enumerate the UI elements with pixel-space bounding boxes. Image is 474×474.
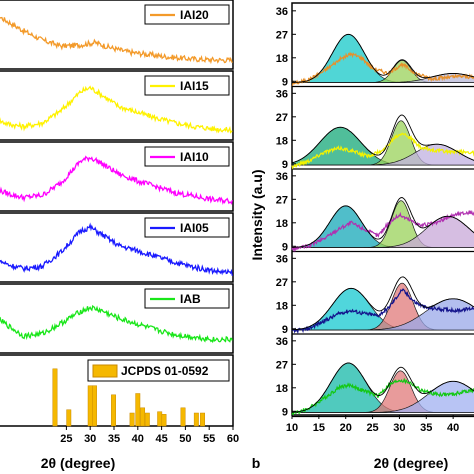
reference-bar <box>161 414 167 427</box>
reference-bar <box>92 385 97 427</box>
y-tick-label: 9 <box>282 76 288 88</box>
legend-box <box>144 4 230 25</box>
panel-a-box-iai10: IAI10 <box>0 141 234 212</box>
xrd-pattern-line <box>0 222 233 276</box>
measured-pattern-line <box>291 377 474 416</box>
panel-b-frame <box>291 2 474 416</box>
y-tick-label: 9 <box>282 324 288 336</box>
panel-a-box-reference: JCPDS 01-0592 <box>0 354 234 427</box>
legend-label: IAI10 <box>180 150 209 164</box>
x-tick-label: 30 <box>393 422 405 434</box>
x-tick-label: 45 <box>155 433 167 445</box>
measured-pattern-line <box>291 51 474 86</box>
y-tick-label: 36 <box>276 336 288 348</box>
x-tick-label: 40 <box>447 422 459 434</box>
panel-a-stack: IAI20 IAI15 IAI10 IAI05 IAB JCPDS 01-0592 25 30… <box>0 0 239 445</box>
fit-panel-5: 9 18 27 36 <box>276 336 474 418</box>
legend-box <box>144 75 230 96</box>
y-tick-label: 36 <box>276 88 288 100</box>
legend-label: IAB <box>180 292 201 306</box>
x-tick-label: 25 <box>60 433 72 445</box>
reference-bar <box>52 368 58 427</box>
x-tick-label: 50 <box>179 433 191 445</box>
reference-bar <box>140 407 146 427</box>
legend-box <box>87 359 230 382</box>
reference-bar <box>111 394 116 427</box>
y-tick-label: 9 <box>282 241 288 253</box>
y-tick-label: 27 <box>276 277 288 289</box>
xrd-pattern-line <box>0 304 233 344</box>
panel-a-x-axis-label: 2θ (degree) <box>41 455 115 471</box>
panel-a-box-iai15: IAI15 <box>0 70 234 141</box>
fit-panel-1: 9 18 27 36 <box>276 6 474 88</box>
fit-panel-4: 9 18 27 36 <box>276 253 474 336</box>
reference-bar <box>129 412 135 427</box>
measured-pattern-line <box>291 288 474 335</box>
fit-panel-3: 9 18 27 36 <box>276 171 474 253</box>
y-tick-label: 36 <box>276 253 288 265</box>
x-tick-label: 15 <box>313 422 325 434</box>
x-tick-label: 25 <box>366 422 378 434</box>
cumulative-fit-line <box>291 33 474 83</box>
panel-b-label: b <box>252 455 261 471</box>
fit-panel-2: 9 18 27 36 <box>276 88 474 171</box>
cumulative-fit-line <box>292 197 474 248</box>
reference-bar <box>87 385 93 427</box>
y-tick-label: 18 <box>276 53 288 65</box>
y-tick-label: 27 <box>276 359 288 371</box>
panel-a-box-iab: IAB <box>0 283 234 354</box>
y-tick-label: 18 <box>276 135 288 147</box>
y-tick-label: 9 <box>282 159 288 171</box>
legend-label: JCPDS 01-0592 <box>121 364 209 378</box>
y-tick-label: 18 <box>276 218 288 230</box>
legend-box <box>144 217 230 238</box>
reference-bar <box>200 412 205 427</box>
reference-bar <box>144 412 150 427</box>
x-tick-label: 35 <box>108 433 120 445</box>
reference-bar <box>157 411 163 427</box>
reference-bar <box>66 409 72 427</box>
y-tick-label: 27 <box>276 29 288 41</box>
cumulative-fit-line <box>291 276 474 331</box>
y-tick-label: 18 <box>276 383 288 395</box>
y-tick-label: 36 <box>276 171 288 183</box>
panel-b-y-axis-label: Intensity (a.u) <box>249 169 265 260</box>
measured-pattern-line <box>291 209 474 253</box>
reference-bar <box>180 407 186 427</box>
legend-box <box>144 288 230 309</box>
x-tick-label: 20 <box>340 422 352 434</box>
legend-label: IAI05 <box>180 221 209 235</box>
panel-a-box-iai05: IAI05 <box>0 212 234 283</box>
y-tick-label: 36 <box>276 6 288 18</box>
panel-a-box-iai20: IAI20 <box>0 0 234 70</box>
xrd-pattern-line <box>0 16 233 65</box>
xrd-pattern-line <box>0 155 233 205</box>
y-tick-label: 27 <box>276 112 288 124</box>
cumulative-fit-line <box>291 362 474 413</box>
reference-bar <box>193 412 199 427</box>
legend-box <box>144 146 230 167</box>
x-tick-label: 40 <box>132 433 144 445</box>
y-tick-label: 27 <box>276 194 288 206</box>
x-tick-label: 60 <box>227 433 239 445</box>
cumulative-fit-line <box>291 114 474 164</box>
x-tick-label: 30 <box>84 433 96 445</box>
x-tick-label: 10 <box>286 422 298 434</box>
reference-bar <box>135 393 141 427</box>
legend-swatch <box>92 364 118 378</box>
x-tick-label: 55 <box>203 433 215 445</box>
x-tick-label: 35 <box>420 422 432 434</box>
panel-b-x-axis-label: 2θ (degree) <box>374 455 448 471</box>
legend-label: IAI20 <box>180 8 209 22</box>
y-tick-label: 18 <box>276 300 288 312</box>
y-tick-label: 9 <box>282 406 288 418</box>
xrd-pattern-line <box>0 85 233 134</box>
legend-label: IAI15 <box>180 79 209 93</box>
